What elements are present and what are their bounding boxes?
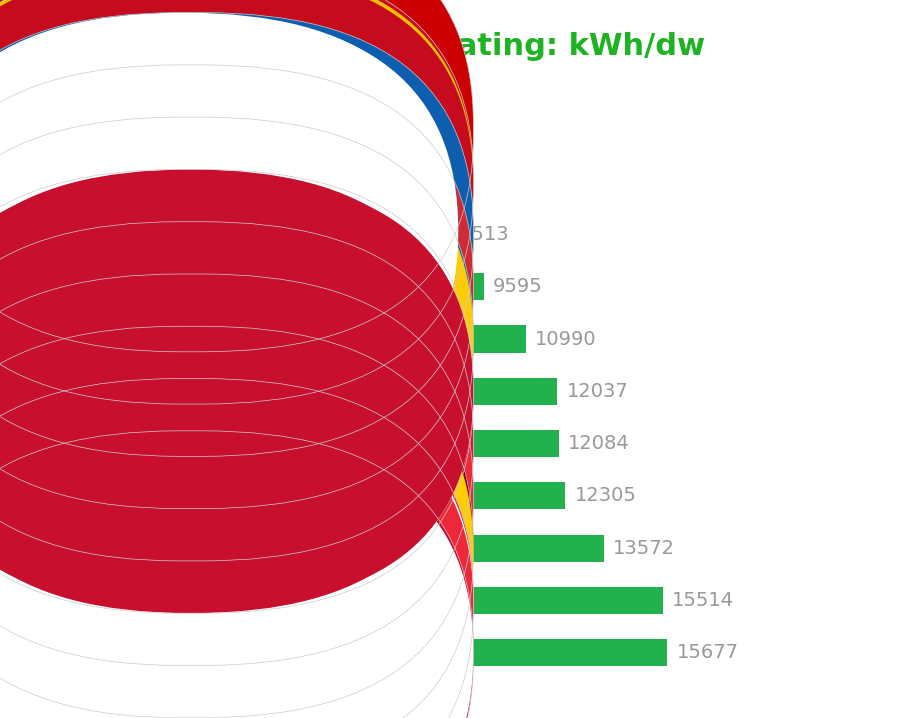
Bar [194, 273, 483, 300]
Bar [194, 378, 557, 405]
Text: 13572: 13572 [613, 538, 675, 558]
Bar [194, 639, 668, 666]
Bar [194, 325, 526, 353]
Text: 8513: 8513 [460, 225, 509, 244]
Text: Greece: Greece [84, 225, 166, 245]
Text: 4291: 4291 [332, 173, 382, 192]
Text: Portugal: Portugal [66, 120, 166, 140]
Text: 15514: 15514 [671, 591, 733, 610]
Text: France: France [87, 486, 166, 506]
Bar [194, 221, 451, 248]
Text: Austria: Austria [81, 590, 166, 610]
Text: 9595: 9595 [492, 277, 543, 297]
Text: Italy: Italy [114, 276, 166, 297]
Bar [194, 116, 246, 144]
Bar [194, 534, 604, 561]
Text: UK: UK [133, 381, 166, 401]
Text: 10990: 10990 [535, 330, 597, 348]
Text: Sweden: Sweden [74, 329, 166, 349]
Text: 12037: 12037 [566, 382, 628, 401]
Text: 1733: 1733 [255, 121, 304, 139]
Text: Poland: Poland [86, 434, 166, 454]
Text: Spain: Spain [100, 172, 166, 192]
Text: 15677: 15677 [677, 643, 739, 662]
Text: 12305: 12305 [574, 486, 636, 505]
Text: 12084: 12084 [568, 434, 630, 453]
Bar [194, 430, 559, 457]
Bar [194, 169, 323, 196]
Text: Energy used for space heating: kWh/dw: Energy used for space heating: kWh/dw [22, 32, 706, 61]
Bar [194, 587, 662, 614]
Text: Germany: Germany [60, 538, 166, 558]
Text: Denmark: Denmark [60, 643, 166, 663]
Bar [194, 482, 565, 510]
